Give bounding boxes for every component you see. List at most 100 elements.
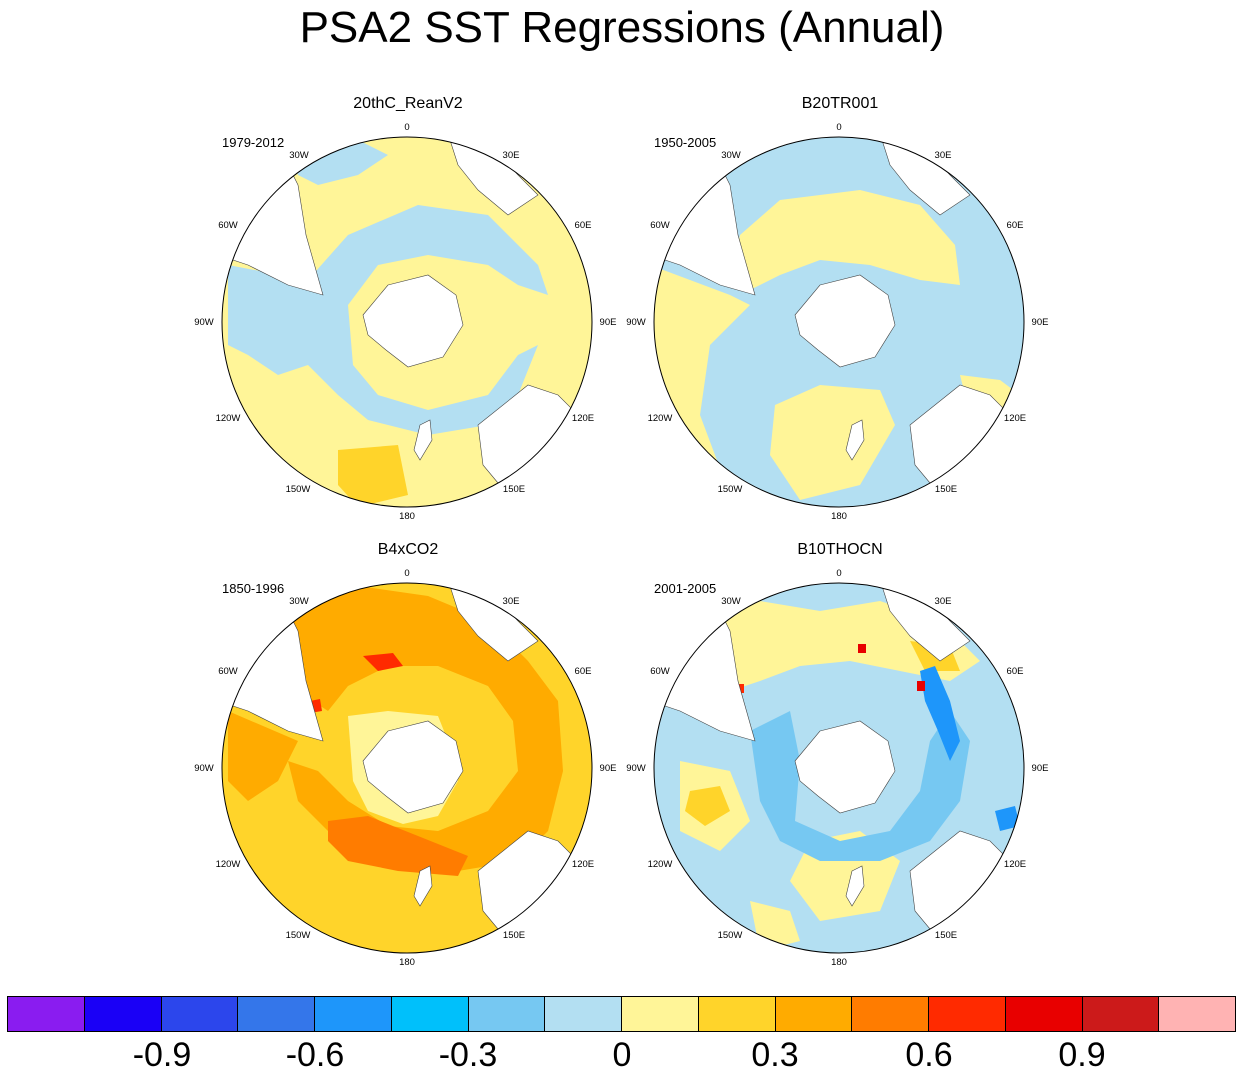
lon-label: 60E — [575, 666, 592, 677]
land-antarctica — [794, 720, 896, 814]
lon-label: 120E — [1004, 413, 1026, 424]
lon-label: 30E — [935, 150, 952, 161]
land-antarctica — [362, 720, 464, 814]
colorbar-labels: -0.9 -0.6 -0.3 0 0.3 0.6 0.9 — [0, 1036, 1244, 1076]
lon-label: 60W — [218, 220, 238, 231]
lon-label: 150E — [503, 930, 525, 941]
lon-label: 30W — [721, 596, 741, 607]
strong-positive-region — [283, 586, 563, 871]
panel-b4xco2: B4xCO2 1850-1996 0 30E 60E 90E 120E 150E… — [188, 541, 628, 981]
lon-label: 120W — [648, 859, 673, 870]
colorbar-box — [1158, 996, 1236, 1032]
lon-label: 60E — [1007, 220, 1024, 231]
panel-b20tr001: B20TR001 1950-2005 0 30E 60E 90E 120E 15… — [620, 95, 1060, 535]
lon-label: 90W — [626, 317, 646, 328]
lon-label: 90E — [1032, 763, 1049, 774]
lon-label: 30W — [289, 596, 309, 607]
strong-positive-region — [228, 711, 298, 801]
moderate-negative-region — [750, 711, 970, 861]
colorbar-box — [237, 996, 315, 1032]
lon-label: 30W — [289, 150, 309, 161]
land-antarctica — [794, 274, 896, 368]
panel-title: B4xCO2 — [377, 541, 439, 558]
colorbar-box — [314, 996, 392, 1032]
map-boundary — [653, 136, 1025, 508]
lon-label: 90E — [1032, 317, 1049, 328]
land-new-zealand — [845, 419, 865, 461]
land-new-zealand — [413, 865, 433, 907]
lon-label: 180 — [399, 957, 415, 968]
land-antarctica — [362, 274, 464, 368]
panel-20thc-reanv2: 20thC_ReanV2 1979-2012 0 30E 60E 90E 120… — [188, 95, 628, 535]
lon-label: 30E — [503, 596, 520, 607]
lon-label: 90W — [626, 763, 646, 774]
lon-label: 180 — [831, 511, 847, 522]
colorbar-box — [621, 996, 699, 1032]
map-boundary — [221, 136, 593, 508]
colorbar-box — [851, 996, 929, 1032]
lon-label: 60E — [575, 220, 592, 231]
panel-years: 1979-2012 — [222, 135, 285, 150]
panel-years: 2001-2005 — [654, 581, 717, 596]
lon-label: 90W — [194, 317, 214, 328]
colorbar-label: 0 — [612, 1036, 632, 1074]
colorbar-box — [467, 996, 546, 1032]
map-boundary — [653, 582, 1025, 954]
lon-label: 30E — [935, 596, 952, 607]
colorbar-label: -0.3 — [438, 1036, 498, 1074]
colorbar-box — [1081, 996, 1160, 1032]
lon-label: 150E — [503, 484, 525, 495]
panel-title: 20thC_ReanV2 — [353, 95, 463, 112]
positive-anomaly-region — [960, 375, 1020, 410]
lon-label: 0 — [836, 122, 841, 133]
lon-label: 90E — [600, 317, 617, 328]
colorbar — [7, 996, 1236, 1032]
lon-label: 30W — [721, 150, 741, 161]
lon-label: 120E — [572, 859, 594, 870]
lon-label: 180 — [399, 511, 415, 522]
lon-label: 0 — [404, 568, 409, 579]
strong-negative-region — [995, 806, 1020, 831]
colorbar-box — [83, 996, 162, 1032]
lon-label: 150W — [286, 930, 311, 941]
lon-label: 0 — [836, 568, 841, 579]
colorbar-box — [697, 996, 776, 1032]
lon-labels: 0 30E 60E 90E 120E 150E 180 150W 120W 90… — [626, 568, 1048, 968]
negative-anomaly-region — [228, 205, 548, 435]
colorbar-label: 0.9 — [1058, 1036, 1106, 1074]
lon-label: 180 — [831, 957, 847, 968]
panel-b10thocn: B10THOCN 2001-2005 0 30E 6 — [620, 541, 1060, 981]
lon-label: 60W — [650, 666, 670, 677]
strong-positive-region — [685, 786, 730, 826]
extreme-positive-region — [917, 681, 925, 691]
colorbar-box — [1004, 996, 1083, 1032]
colorbar-box — [7, 996, 85, 1032]
colorbar-box — [774, 996, 853, 1032]
polar-map: 0 30E 60E 90E 120E 150E 180 150W 120W 90… — [194, 568, 617, 968]
lon-label: 150W — [718, 930, 743, 941]
extreme-positive-region — [363, 653, 403, 671]
polar-map: 0 30E 60E 90E 120E 150E 180 150W 120W 90… — [194, 122, 616, 522]
lon-label: 120E — [1004, 859, 1026, 870]
lon-label: 90E — [600, 763, 617, 774]
lon-label: 150E — [935, 484, 957, 495]
lon-label: 0 — [404, 122, 409, 133]
land-new-zealand — [845, 865, 865, 907]
lon-label: 150W — [286, 484, 311, 495]
colorbar-box — [928, 996, 1006, 1032]
lon-labels: 0 30E 60E 90E 120E 150E 180 150W 120W 90… — [626, 122, 1048, 522]
strong-positive-region — [338, 445, 408, 507]
panel-title: B10THOCN — [797, 541, 883, 558]
map-boundary — [221, 582, 593, 954]
colorbar-box — [544, 996, 622, 1032]
colorbar-label: 0.3 — [751, 1036, 799, 1074]
colorbar-box — [160, 996, 239, 1032]
colorbar-label: -0.6 — [285, 1036, 345, 1074]
lon-label: 150W — [718, 484, 743, 495]
lon-label: 30E — [503, 150, 520, 161]
lon-labels: 0 30E 60E 90E 120E 150E 180 150W 120W 90… — [194, 122, 616, 522]
colorbar-label: 0.6 — [905, 1036, 953, 1074]
extreme-positive-region — [858, 644, 866, 653]
positive-anomaly-region — [735, 190, 960, 290]
lon-label: 60E — [1007, 666, 1024, 677]
